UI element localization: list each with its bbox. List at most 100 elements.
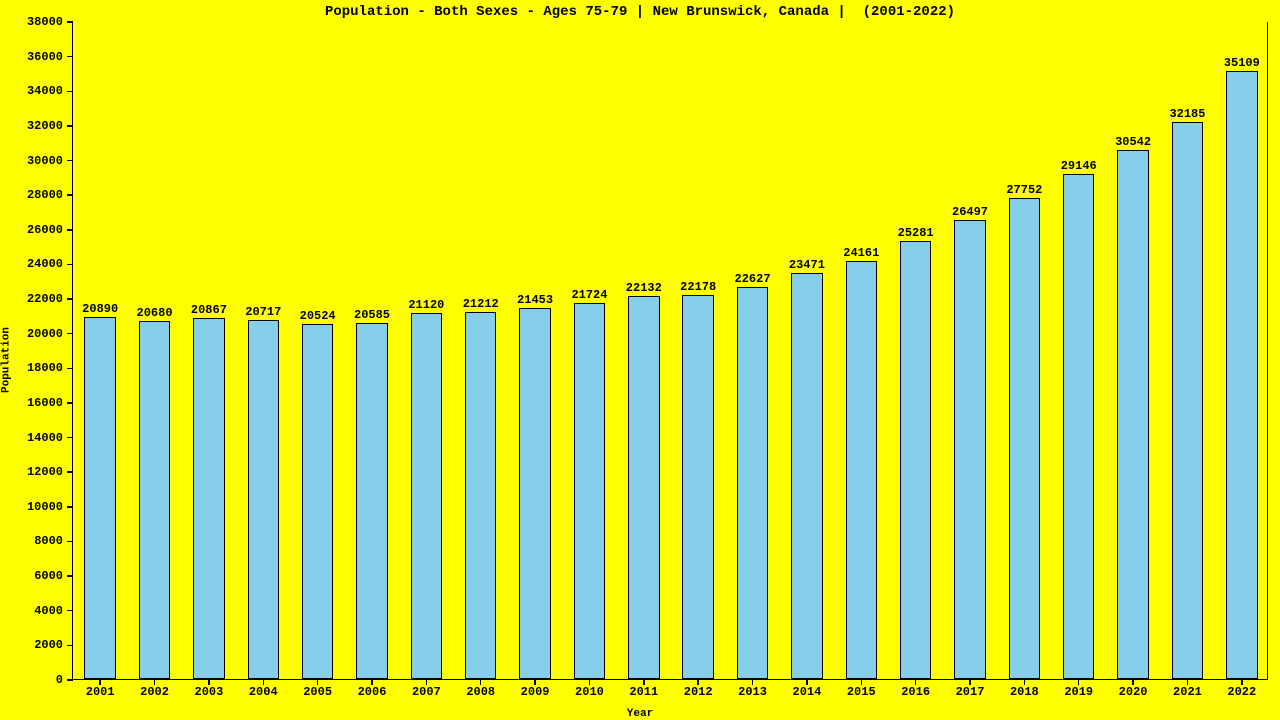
- x-tick-label: 2007: [412, 685, 441, 699]
- y-tick: [67, 298, 73, 300]
- y-tick: [67, 91, 73, 93]
- bar-value-label: 32185: [1169, 107, 1205, 121]
- x-tick-label: 2013: [738, 685, 767, 699]
- bar: [411, 313, 443, 679]
- bar-value-label: 21212: [463, 297, 499, 311]
- y-tick: [67, 125, 73, 127]
- y-tick-label: 12000: [27, 465, 63, 479]
- y-tick: [67, 56, 73, 58]
- x-tick-label: 2022: [1227, 685, 1256, 699]
- y-tick-label: 26000: [27, 223, 63, 237]
- bar-value-label: 27752: [1006, 183, 1042, 197]
- chart-title: Population - Both Sexes - Ages 75-79 | N…: [0, 4, 1280, 20]
- bar: [302, 324, 334, 679]
- bar-value-label: 20890: [82, 302, 118, 316]
- bar-value-label: 26497: [952, 205, 988, 219]
- x-tick-label: 2020: [1119, 685, 1148, 699]
- y-tick: [67, 610, 73, 612]
- y-tick-label: 32000: [27, 119, 63, 133]
- y-tick-label: 10000: [27, 500, 63, 514]
- y-tick-label: 22000: [27, 292, 63, 306]
- x-axis-label: Year: [0, 708, 1280, 720]
- bar-value-label: 22178: [680, 280, 716, 294]
- bar: [1009, 198, 1041, 679]
- bar-value-label: 20717: [245, 305, 281, 319]
- y-tick: [67, 21, 73, 23]
- bar: [574, 303, 606, 679]
- y-tick-label: 18000: [27, 361, 63, 375]
- bar: [356, 323, 388, 679]
- y-tick-label: 14000: [27, 431, 63, 445]
- y-tick-label: 38000: [27, 15, 63, 29]
- y-tick: [67, 471, 73, 473]
- bar-value-label: 20585: [354, 308, 390, 322]
- bar: [628, 296, 660, 679]
- x-tick-label: 2014: [793, 685, 822, 699]
- chart-container: Population - Both Sexes - Ages 75-79 | N…: [0, 0, 1280, 720]
- bar: [193, 318, 225, 679]
- y-tick-label: 6000: [34, 569, 63, 583]
- x-tick-label: 2008: [466, 685, 495, 699]
- y-tick: [67, 160, 73, 162]
- y-tick-label: 8000: [34, 534, 63, 548]
- bar-value-label: 21453: [517, 293, 553, 307]
- bar: [519, 308, 551, 679]
- bar: [1117, 150, 1149, 679]
- y-tick-label: 34000: [27, 84, 63, 98]
- y-tick-label: 36000: [27, 50, 63, 64]
- y-tick: [67, 333, 73, 335]
- y-tick: [67, 679, 73, 681]
- y-tick: [67, 368, 73, 370]
- y-tick-label: 16000: [27, 396, 63, 410]
- x-tick-label: 2009: [521, 685, 550, 699]
- bar-value-label: 25281: [898, 226, 934, 240]
- bar: [1172, 122, 1204, 679]
- y-tick: [67, 541, 73, 543]
- x-tick-label: 2006: [358, 685, 387, 699]
- plot-area: 0200040006000800010000120001400016000180…: [72, 22, 1268, 680]
- x-tick-label: 2015: [847, 685, 876, 699]
- y-tick-label: 4000: [34, 604, 63, 618]
- bar: [900, 241, 932, 679]
- y-tick: [67, 437, 73, 439]
- y-tick-label: 28000: [27, 188, 63, 202]
- x-tick-label: 2003: [195, 685, 224, 699]
- x-tick-label: 2016: [901, 685, 930, 699]
- x-tick-label: 2005: [303, 685, 332, 699]
- bar-value-label: 35109: [1224, 56, 1260, 70]
- bar: [1063, 174, 1095, 679]
- y-tick: [67, 645, 73, 647]
- bar-value-label: 21120: [408, 298, 444, 312]
- x-tick-label: 2002: [140, 685, 169, 699]
- x-tick-label: 2004: [249, 685, 278, 699]
- y-tick: [67, 229, 73, 231]
- y-tick: [67, 264, 73, 266]
- bar: [682, 295, 714, 679]
- bar: [139, 321, 171, 679]
- bar-value-label: 20680: [137, 306, 173, 320]
- bar: [737, 287, 769, 679]
- y-tick-label: 2000: [34, 638, 63, 652]
- x-tick-label: 2018: [1010, 685, 1039, 699]
- y-tick-label: 0: [56, 673, 63, 687]
- y-tick: [67, 402, 73, 404]
- bar: [791, 273, 823, 679]
- bar: [846, 261, 878, 679]
- y-tick: [67, 506, 73, 508]
- bar: [1226, 71, 1258, 679]
- bar-value-label: 24161: [843, 246, 879, 260]
- y-tick-label: 24000: [27, 257, 63, 271]
- y-tick: [67, 194, 73, 196]
- x-tick-label: 2021: [1173, 685, 1202, 699]
- bar-value-label: 22132: [626, 281, 662, 295]
- x-tick-label: 2011: [629, 685, 658, 699]
- x-tick-label: 2010: [575, 685, 604, 699]
- y-axis-label: Population: [1, 327, 13, 393]
- bar-value-label: 30542: [1115, 135, 1151, 149]
- x-tick-label: 2001: [86, 685, 115, 699]
- bar-value-label: 21724: [571, 288, 607, 302]
- x-tick-label: 2017: [956, 685, 985, 699]
- bar: [84, 317, 116, 679]
- bar-value-label: 29146: [1061, 159, 1097, 173]
- bar: [248, 320, 280, 679]
